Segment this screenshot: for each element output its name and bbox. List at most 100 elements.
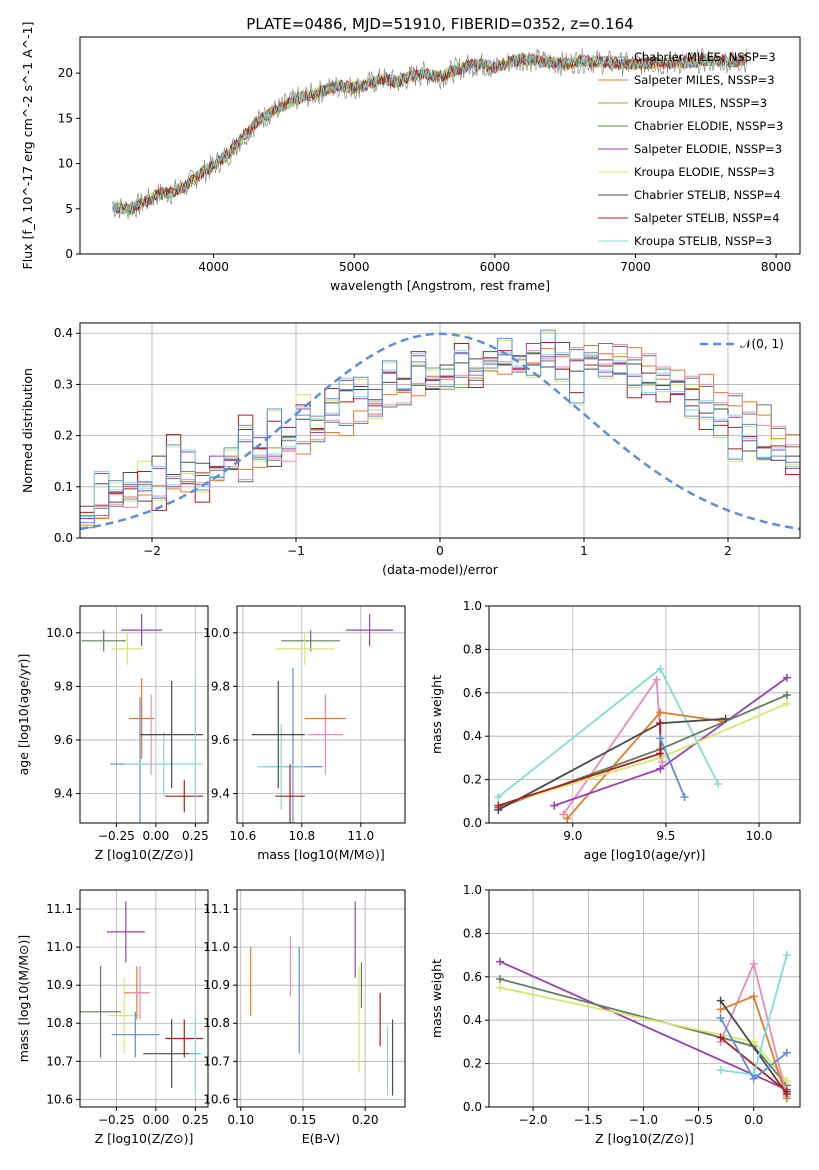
- panel-age-vs-mass: 10.6 10.8 11.0 9.4 9.6 9.8 10.0 mass [log10(M/M…: [203, 605, 406, 862]
- x-tick-label: 0.20: [352, 1113, 379, 1127]
- weight-marker: [494, 801, 503, 810]
- histogram-step: [80, 341, 800, 507]
- histogram-step: [80, 341, 800, 513]
- weight-marker: [656, 764, 665, 773]
- x-tick-label: 9.0: [563, 829, 582, 843]
- x-tick-label: 0.25: [182, 829, 209, 843]
- y-tick-label: 10.0: [46, 626, 73, 640]
- x-tick-label: 2: [724, 544, 732, 558]
- figure-title: PLATE=0486, MJD=51910, FIBERID=0352, z=0…: [246, 15, 633, 33]
- x-tick-label: 10.8: [288, 829, 315, 843]
- weight-marker: [494, 792, 503, 801]
- y-tick-label: 20: [58, 66, 73, 80]
- x-axis-label: Z [log10(Z/Z⊙)]: [95, 1131, 194, 1146]
- x-tick-label: 7000: [620, 260, 651, 274]
- legend-label: Salpeter STELIB, NSSP=4: [634, 211, 780, 225]
- x-axis-label: E(B-V): [302, 1131, 341, 1146]
- x-axis-label: (data-model)/error: [382, 562, 499, 577]
- weight-marker: [721, 714, 730, 723]
- histogram-step: [80, 350, 800, 517]
- panel-residuals: 𝒩(0, 1) −2 −1 0 1 2 0.0 0.1 0.2 0.3 0.4 (data-model…: [20, 322, 801, 577]
- histogram-step: [80, 342, 800, 520]
- plot-area: [111, 48, 748, 220]
- legend-label: 𝒩(0, 1): [740, 337, 784, 351]
- weight-marker: [716, 1014, 725, 1023]
- weight-marker: [656, 734, 665, 743]
- y-tick-label: 0.4: [54, 326, 73, 340]
- x-axis-label: wavelength [Angstrom, rest frame]: [330, 278, 550, 293]
- y-tick-label: 10: [58, 157, 73, 171]
- y-tick-label: 0.8: [463, 642, 482, 656]
- y-tick-label: 10.8: [46, 1016, 73, 1030]
- weight-line: [720, 1036, 788, 1093]
- weight-marker: [749, 992, 758, 1001]
- y-tick-label: 10.7: [46, 1054, 73, 1068]
- y-axis-label: Normed distribution: [20, 368, 35, 493]
- y-tick-label: 9.8: [54, 679, 73, 693]
- legend-label: Chabrier ELODIE, NSSP=3: [634, 119, 783, 133]
- weight-marker: [496, 983, 505, 992]
- x-tick-label: −0.25: [98, 829, 135, 843]
- weight-line: [562, 677, 664, 815]
- y-tick-label: 9.6: [54, 733, 73, 747]
- y-tick-label: 5: [65, 202, 73, 216]
- legend-label: Kroupa STELIB, NSSP=3: [634, 234, 772, 248]
- x-axis-label: Z [log10(Z/Z⊙)]: [95, 847, 194, 862]
- panel-age-vs-Z: −0.25 0.00 0.25 9.4 9.6 9.8 10.0 Z [log10(Z/Z⊙)…: [16, 605, 209, 862]
- y-axis-label: age [log10(age/yr)]: [16, 654, 31, 776]
- y-tick-label: 9.4: [54, 787, 73, 801]
- histogram-step: [80, 329, 800, 524]
- weight-marker: [782, 1087, 791, 1096]
- y-tick-label: 10.6: [46, 1092, 73, 1106]
- axes-frame: [236, 889, 406, 1108]
- x-tick-label: −1.0: [629, 1113, 658, 1127]
- weight-marker: [656, 664, 665, 673]
- x-tick-label: 10.6: [230, 829, 257, 843]
- x-tick-label: −2.0: [519, 1113, 548, 1127]
- weight-line: [719, 1000, 788, 1095]
- y-tick-label: 0.0: [463, 1100, 482, 1114]
- x-tick-label: 10.0: [746, 829, 773, 843]
- y-tick-label: 0.6: [463, 686, 482, 700]
- x-tick-label: 9.5: [656, 829, 675, 843]
- legend-label: Chabrier MILES, NSSP=3: [634, 50, 776, 64]
- y-tick-label: 0.0: [54, 531, 73, 545]
- x-tick-label: 6000: [480, 260, 511, 274]
- weight-marker: [563, 814, 572, 823]
- y-axis-label: mass weight: [429, 959, 444, 1038]
- y-tick-label: 10.9: [203, 978, 230, 992]
- weight-marker: [716, 1033, 725, 1042]
- weight-marker: [716, 1066, 725, 1075]
- panel-weight-vs-age: 9.0 9.5 10.0 0.0 0.2 0.4 0.6 0.8 1.0 age [log10(a…: [429, 599, 801, 862]
- x-tick-label: −0.25: [98, 1113, 135, 1127]
- y-tick-label: 0.6: [463, 970, 482, 984]
- y-tick-label: 0.2: [54, 429, 73, 443]
- weight-marker: [749, 959, 758, 968]
- y-tick-label: 0.2: [463, 773, 482, 787]
- y-axis-label: mass [log10(M/M⊙)]: [16, 935, 31, 1063]
- x-tick-label: 0.00: [142, 1113, 169, 1127]
- y-axis-label: mass weight: [429, 675, 444, 754]
- weight-marker: [749, 1037, 758, 1046]
- y-tick-label: 11.1: [203, 902, 230, 916]
- weight-marker: [680, 792, 689, 801]
- weight-marker: [714, 779, 723, 788]
- plot-area: [494, 664, 791, 823]
- panel-spectrum: Chabrier MILES, NSSP=3 Salpeter MILES, NS…: [20, 22, 801, 293]
- y-tick-label: 0.2: [463, 1057, 482, 1071]
- normal-curve: [80, 332, 800, 531]
- weight-line: [498, 702, 788, 807]
- plot-area: [80, 901, 204, 1092]
- y-tick-label: 10.0: [203, 626, 230, 640]
- x-tick-label: 5000: [339, 260, 370, 274]
- panel-weight-vs-Z: −2.0 −1.5 −1.0 −0.5 0.0 0.0 0.2 0.4 0.6 0.8 1.0 Z […: [429, 883, 801, 1146]
- x-tick-label: 0.0: [744, 1113, 763, 1127]
- y-tick-label: 0.0: [463, 816, 482, 830]
- y-tick-label: 0: [65, 247, 73, 261]
- histogram-step: [80, 345, 800, 520]
- y-tick-label: 9.4: [211, 787, 230, 801]
- y-tick-label: 10.7: [203, 1054, 230, 1068]
- histogram-step: [80, 331, 800, 526]
- y-tick-label: 15: [58, 111, 73, 125]
